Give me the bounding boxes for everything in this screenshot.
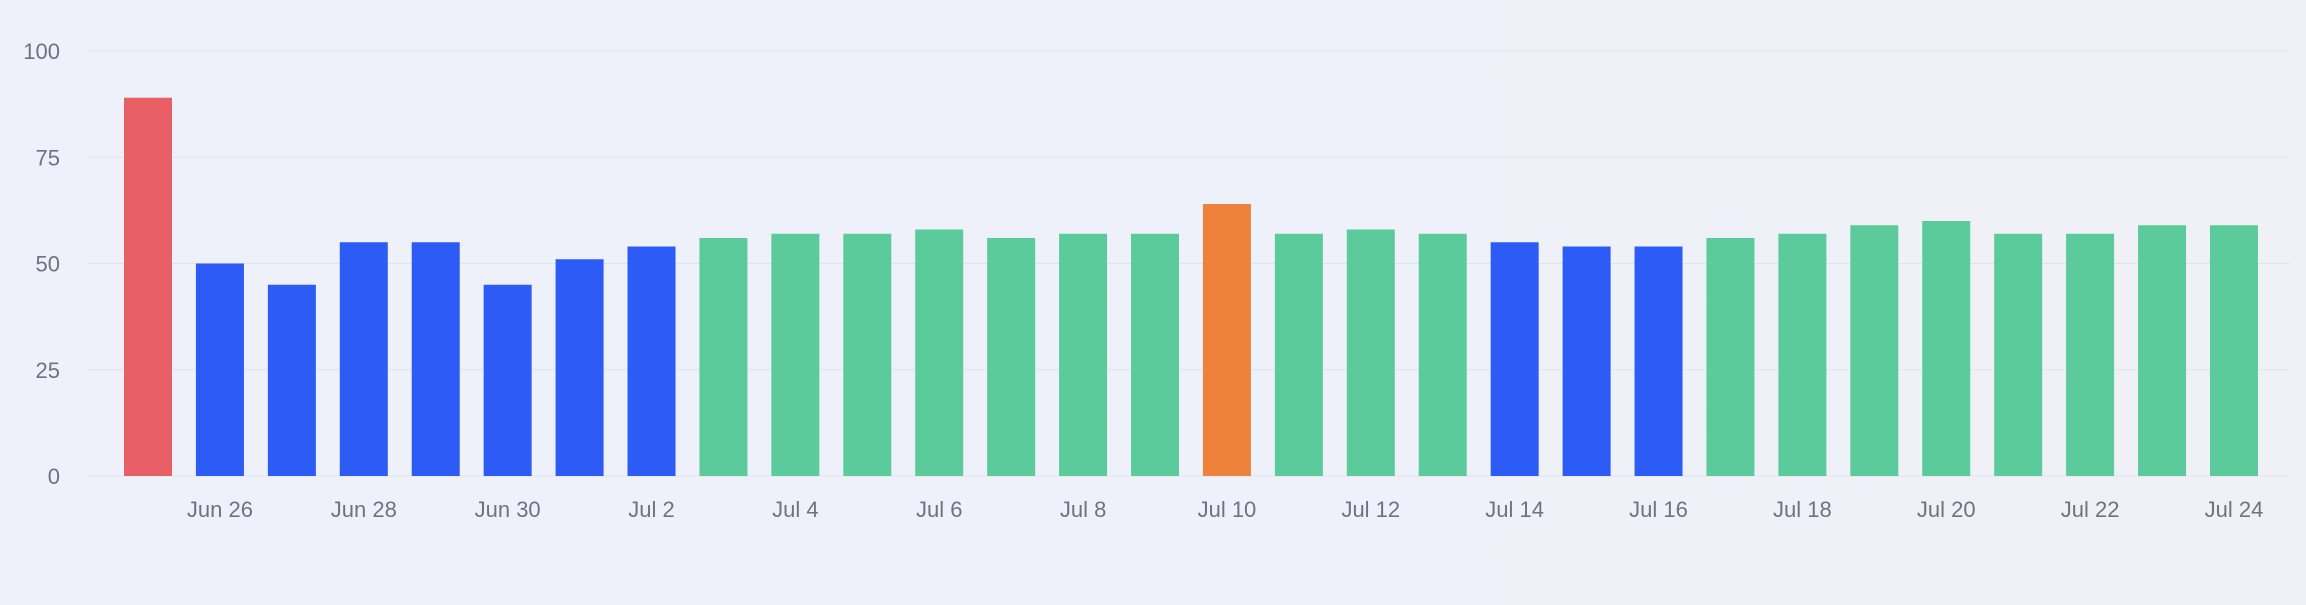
x-tick-label: Jun 28 (331, 497, 397, 522)
bar[interactable] (771, 233, 820, 476)
bar[interactable] (915, 229, 964, 477)
bar[interactable] (555, 259, 604, 476)
bar[interactable] (1059, 233, 1108, 476)
bar[interactable] (2209, 225, 2258, 476)
x-tick-label: Jul 12 (1341, 497, 1400, 522)
bar[interactable] (267, 284, 316, 476)
bar[interactable] (1418, 233, 1467, 476)
x-tick-label: Jul 10 (1198, 497, 1257, 522)
bar[interactable] (1346, 229, 1395, 477)
y-tick-label: 75 (36, 145, 60, 170)
x-tick-label: Jun 26 (187, 497, 253, 522)
bar[interactable] (1994, 233, 2043, 476)
bar[interactable] (1922, 221, 1971, 476)
bar[interactable] (1131, 233, 1180, 476)
bar[interactable] (339, 242, 388, 476)
x-tick-label: Jun 30 (475, 497, 541, 522)
x-tick-label: Jul 14 (1485, 497, 1544, 522)
bar[interactable] (987, 238, 1036, 476)
x-tick-label: Jul 18 (1773, 497, 1832, 522)
bar[interactable] (195, 263, 244, 477)
bar[interactable] (483, 284, 532, 476)
x-axis-ticks: Jun 26 Jun 28 Jun 30 Jul 2 Jul 4 Jul 6 Jul 8 Ju… (187, 497, 2263, 522)
x-tick-label: Jul 8 (1060, 497, 1106, 522)
bar[interactable] (2066, 233, 2115, 476)
bar[interactable] (1490, 242, 1539, 476)
x-tick-label: Jul 6 (916, 497, 962, 522)
x-tick-label: Jul 2 (628, 497, 674, 522)
bar[interactable] (1562, 246, 1611, 477)
bar[interactable] (124, 97, 172, 476)
bar[interactable] (843, 233, 892, 476)
x-tick-label: Jul 16 (1629, 497, 1688, 522)
bar[interactable] (1706, 238, 1755, 476)
y-tick-label: 50 (36, 252, 60, 277)
bar[interactable] (1850, 225, 1899, 476)
bars (124, 97, 2258, 477)
x-tick-label: Jul 4 (772, 497, 818, 522)
bar[interactable] (1778, 233, 1827, 476)
bar[interactable] (627, 246, 676, 477)
x-tick-label: Jul 24 (2205, 497, 2264, 522)
bar[interactable] (411, 242, 460, 476)
y-tick-label: 25 (36, 358, 60, 383)
bar[interactable] (2138, 225, 2187, 476)
bar[interactable] (1634, 246, 1683, 477)
y-axis-ticks: 0 25 50 75 100 (23, 39, 60, 489)
bar[interactable] (1274, 233, 1323, 476)
bar[interactable] (1202, 204, 1251, 476)
x-tick-label: Jul 22 (2061, 497, 2120, 522)
y-tick-label: 0 (48, 464, 60, 489)
x-tick-label: Jul 20 (1917, 497, 1976, 522)
bar[interactable] (699, 238, 748, 476)
y-tick-label: 100 (23, 39, 60, 64)
